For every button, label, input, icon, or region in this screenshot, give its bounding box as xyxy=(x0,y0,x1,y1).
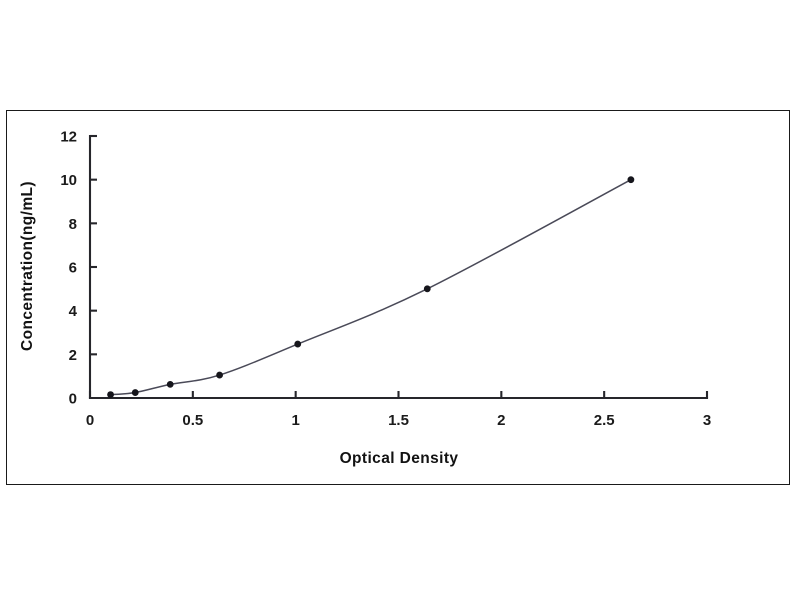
data-point-0 xyxy=(107,391,114,398)
x-tick-label-5: 2.5 xyxy=(594,412,615,429)
data-point-1 xyxy=(131,389,139,396)
x-axis-tick-labels: 0 0.5 1 1.5 2 2.5 3 xyxy=(86,412,711,429)
data-point-3 xyxy=(216,371,223,379)
y-tick-label-1: 2 xyxy=(69,347,77,364)
y-tick-label-5: 10 xyxy=(60,172,77,189)
y-tick-label-3: 6 xyxy=(69,260,77,277)
data-point-4 xyxy=(294,340,302,348)
x-axis-ticks xyxy=(88,391,709,398)
data-point-5 xyxy=(423,285,431,293)
x-tick-label-1: 0.5 xyxy=(182,412,203,429)
y-axis-ticks xyxy=(90,134,97,356)
y-tick-label-4: 8 xyxy=(69,216,77,233)
axes-group xyxy=(88,134,709,400)
x-tick-label-2: 1 xyxy=(291,412,299,429)
y-axis-tick-labels: 0 2 4 6 8 10 12 xyxy=(60,129,77,408)
data-point-6 xyxy=(627,176,635,184)
data-point-markers xyxy=(107,176,635,398)
standard-curve-line xyxy=(110,179,632,396)
y-tick-label-2: 4 xyxy=(69,303,78,320)
figure-border xyxy=(6,110,790,485)
data-point-2 xyxy=(166,380,174,388)
y-axis-title: Concentration(ng/mL) xyxy=(19,181,36,351)
x-tick-label-3: 1.5 xyxy=(388,412,409,429)
y-tick-label-0: 0 xyxy=(69,391,77,408)
x-tick-label-6: 3 xyxy=(703,412,711,429)
y-tick-label-6: 12 xyxy=(60,129,77,146)
x-tick-label-0: 0 xyxy=(86,412,94,429)
x-tick-label-4: 2 xyxy=(497,412,505,429)
x-axis-title: Optical Density xyxy=(340,450,459,467)
